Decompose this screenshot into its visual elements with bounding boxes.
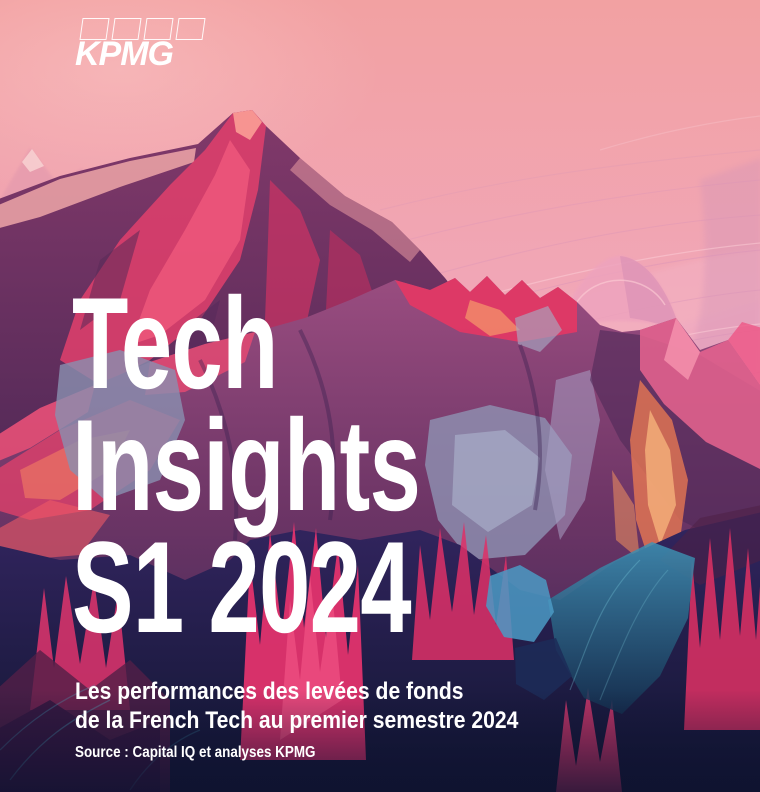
title-line-2: Insights	[72, 392, 421, 538]
subtitle-line-2: de la French Tech au premier semestre 20…	[75, 707, 519, 734]
subtitle: Les performances des levées de fonds de …	[75, 677, 518, 735]
kpmg-logo-text: KPMG	[75, 35, 174, 73]
title-line-3: S1 2024	[72, 514, 412, 660]
kpmg-logo: KPMG	[75, 18, 225, 74]
subtitle-line-1: Les performances des levées de fonds	[75, 678, 464, 705]
page-title: Tech Insights S1 2024	[72, 270, 421, 660]
kpmg-logo-square-icon	[175, 18, 206, 40]
title-line-1: Tech	[72, 270, 278, 416]
source-note: Source : Capital IQ et analyses KPMG	[75, 744, 316, 761]
